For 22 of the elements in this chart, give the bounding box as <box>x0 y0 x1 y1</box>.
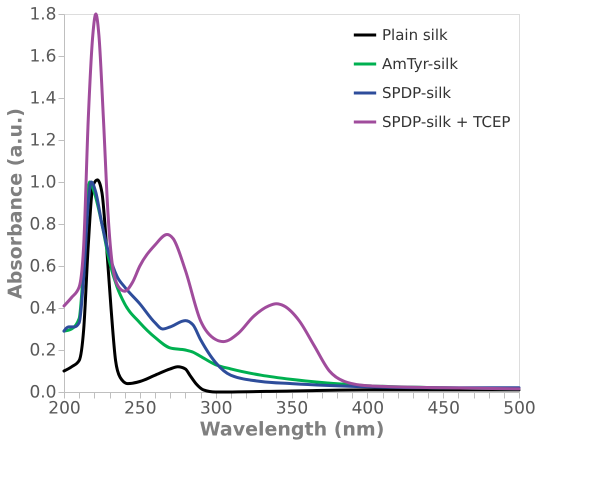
y-tick-label: 0.8 <box>29 214 56 234</box>
legend-label: AmTyr-silk <box>382 55 458 73</box>
x-axis-title: Wavelength (nm) <box>200 418 384 440</box>
x-tick-label: 300 <box>200 398 232 418</box>
x-tick-label: 250 <box>124 398 157 418</box>
x-tick-label: 450 <box>427 398 460 418</box>
y-tick-label: 1.4 <box>29 88 56 108</box>
y-tick-label: 0.4 <box>29 298 56 318</box>
x-tick-label: 350 <box>276 398 308 418</box>
y-tick-label: 1.2 <box>29 130 56 150</box>
y-axis-title: Absorbance (a.u.) <box>4 108 26 299</box>
legend-label: SPDP-silk <box>382 84 452 102</box>
y-tick-label: 1.8 <box>29 4 56 24</box>
legend-label: SPDP-silk + TCEP <box>382 113 510 131</box>
line-series <box>62 12 520 390</box>
legend-label: Plain silk <box>382 26 448 44</box>
x-tick-label: 500 <box>503 398 536 418</box>
y-tick-label: 0.6 <box>29 256 56 276</box>
y-tick-label: 1.6 <box>29 46 56 66</box>
y-tick-label: 0.2 <box>29 340 56 360</box>
x-tick-label: 400 <box>352 398 384 418</box>
y-tick-label: 1.0 <box>29 172 56 192</box>
